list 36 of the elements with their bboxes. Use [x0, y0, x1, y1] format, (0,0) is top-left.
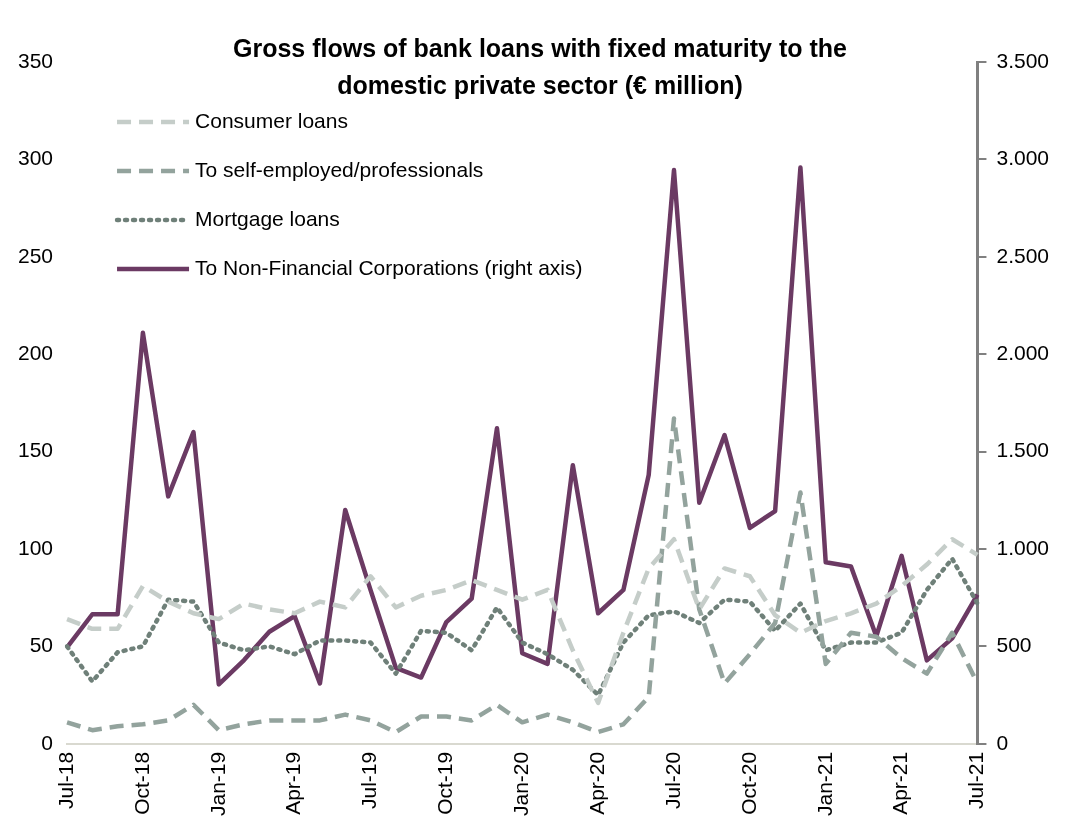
line-series — [64, 537, 980, 706]
y-tick-label: 250 — [17, 243, 54, 267]
x-tick-label: Jan-21 — [812, 751, 836, 817]
y2-tick-label: 0 — [996, 730, 1009, 754]
y2-tick-label: 3.500 — [996, 48, 1050, 72]
x-tick-label: Oct-19 — [433, 751, 457, 815]
x-tick-label: Apr-20 — [584, 751, 608, 815]
x-tick-label: Apr-19 — [281, 751, 305, 815]
legend-label: To self-employed/professionals — [195, 157, 484, 181]
legend-label: To Non-Financial Corporations (right axis) — [195, 255, 583, 279]
y2-tick-label: 1.000 — [996, 535, 1050, 559]
y-tick-label: 200 — [17, 340, 54, 364]
y-tick-label: 100 — [17, 535, 54, 559]
x-tick-label: Jul-20 — [660, 751, 684, 809]
y-tick-label: 350 — [17, 48, 54, 72]
y-tick-label: 0 — [41, 730, 54, 754]
y-tick-label: 50 — [29, 633, 54, 657]
x-tick-label: Jul-19 — [357, 751, 381, 809]
x-tick-label: Oct-18 — [129, 751, 153, 815]
chart-title: Gross flows of bank loans with fixed maturity to the domestic private sector (€ million) — [232, 33, 848, 101]
y2-tick-label: 500 — [996, 633, 1032, 657]
legend-label: Mortgage loans — [195, 206, 340, 230]
x-tick-label: Jan-19 — [205, 751, 229, 817]
x-tick-label: Jan-20 — [509, 751, 533, 817]
line-series — [64, 556, 980, 698]
y2-tick-label: 2.000 — [996, 340, 1050, 364]
x-tick-label: Apr-21 — [888, 751, 912, 815]
x-tick-label: Oct-20 — [736, 751, 760, 815]
y2-tick-label: 2.500 — [996, 243, 1050, 267]
x-tick-label: Jul-21 — [964, 751, 988, 809]
x-tick-label: Jul-18 — [53, 751, 77, 809]
y2-tick-label: 1.500 — [996, 438, 1050, 462]
y-tick-label: 300 — [17, 146, 54, 170]
y2-tick-label: 3.000 — [996, 146, 1050, 170]
y-tick-label: 150 — [17, 438, 54, 462]
legend-label: Consumer loans — [195, 108, 348, 132]
